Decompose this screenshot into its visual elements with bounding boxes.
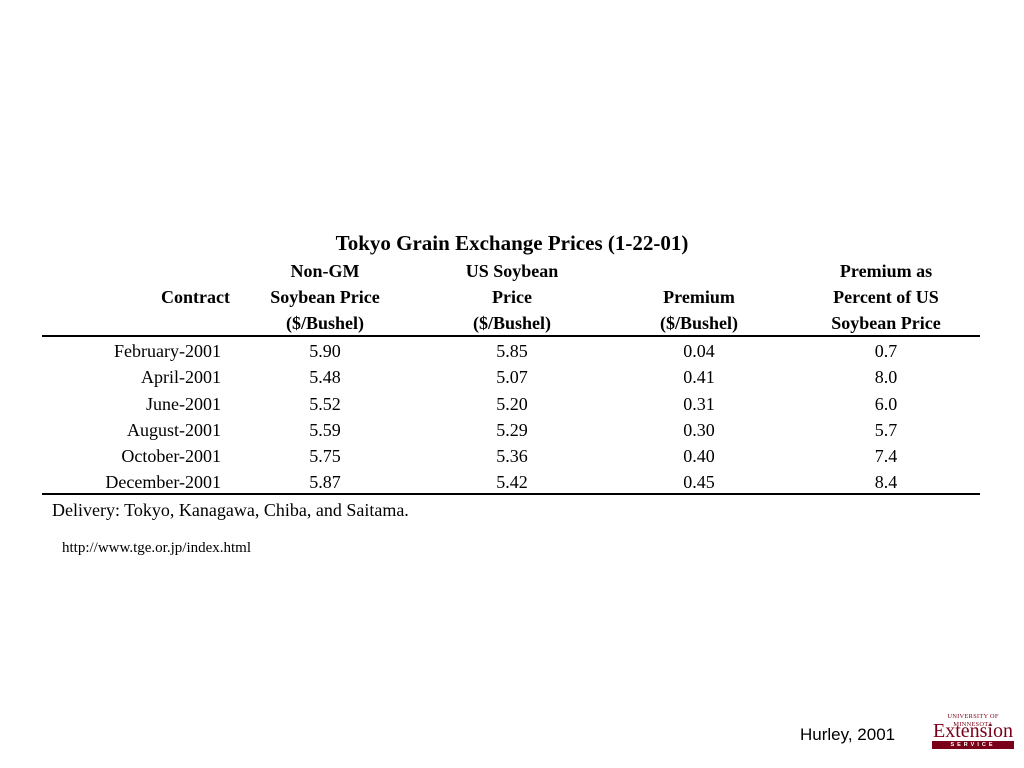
contract-cell: December-2001 — [105, 472, 221, 493]
premium-percent-cell: 8.0 — [874, 367, 898, 388]
header-line: Soybean Price — [270, 287, 380, 307]
non-gm-price-cell: 5.48 — [309, 367, 341, 388]
header-line: ($/Bushel) — [472, 313, 551, 333]
contract-cell: June-2001 — [146, 393, 221, 414]
non-gm-price-cell: 5.52 — [309, 393, 341, 414]
table-body: February-2001 5.90 5.85 0.04 0.7 April-2… — [0, 338, 1024, 496]
table-row: August-2001 5.59 5.29 0.30 5.7 — [0, 417, 1024, 443]
us-price-cell: 5.07 — [496, 367, 528, 388]
table-row: February-2001 5.90 5.85 0.04 0.7 — [0, 338, 1024, 364]
header-line: Non-GM — [290, 261, 360, 281]
header-non-gm-price: Non-GM Soybean Price ($/Bushel) — [245, 258, 405, 336]
us-price-cell: 5.42 — [496, 472, 528, 493]
premium-percent-cell: 8.4 — [874, 472, 898, 493]
contract-cell: February-2001 — [114, 341, 221, 361]
header-line: Price — [492, 287, 532, 307]
logo-service-bar: SERVICE — [932, 741, 1014, 749]
contract-cell: October-2001 — [121, 446, 221, 467]
contract-cell: August-2001 — [127, 419, 221, 440]
header-line: ($/Bushel) — [659, 313, 738, 333]
premium-cell: 0.04 — [683, 341, 715, 361]
header-line: US Soybean — [465, 261, 559, 281]
premium-percent-cell: 6.0 — [874, 393, 898, 414]
table-row: April-2001 5.48 5.07 0.41 8.0 — [0, 364, 1024, 390]
header-line: Contract — [161, 287, 230, 307]
table-bottom-rule — [42, 493, 980, 495]
delivery-note: Delivery: Tokyo, Kanagawa, Chiba, and Sa… — [52, 500, 409, 520]
us-price-cell: 5.20 — [496, 393, 528, 414]
logo-university-text: UNIVERSITY OF MINNESOTA — [947, 713, 999, 728]
header-line: ($/Bushel) — [285, 313, 364, 333]
table-row: October-2001 5.75 5.36 0.40 7.4 — [0, 443, 1024, 469]
header-premium-percent: Premium as Percent of US Soybean Price — [806, 258, 966, 336]
header-rule — [42, 335, 980, 337]
table-title: Tokyo Grain Exchange Prices (1-22-01) — [335, 231, 689, 255]
table-row: December-2001 5.87 5.42 0.45 8.4 — [0, 469, 1024, 495]
header-line: Premium — [663, 287, 735, 307]
contract-cell: April-2001 — [141, 367, 221, 388]
premium-percent-cell: 0.7 — [874, 341, 898, 361]
premium-percent-cell: 7.4 — [874, 446, 898, 467]
header-line: Percent of US — [833, 287, 939, 307]
premium-cell: 0.31 — [683, 393, 715, 414]
author-credit: Hurley, 2001 — [800, 725, 896, 744]
header-line: Premium as — [839, 261, 933, 281]
non-gm-price-cell: 5.87 — [309, 472, 341, 493]
non-gm-price-cell: 5.75 — [309, 446, 341, 467]
premium-cell: 0.45 — [683, 472, 715, 493]
premium-cell: 0.40 — [683, 446, 715, 467]
us-price-cell: 5.29 — [496, 419, 528, 440]
source-url: http://www.tge.or.jp/index.html — [62, 540, 252, 556]
logo-extension-text: Extension — [933, 720, 1013, 742]
header-us-soybean-price: US Soybean Price ($/Bushel) — [432, 258, 592, 336]
header-premium: Premium ($/Bushel) — [619, 284, 779, 336]
premium-cell: 0.30 — [683, 419, 715, 440]
non-gm-price-cell: 5.90 — [309, 341, 341, 361]
header-contract: Contract — [120, 284, 230, 310]
header-line: Soybean Price — [831, 313, 941, 333]
premium-cell: 0.41 — [683, 367, 715, 388]
premium-percent-cell: 5.7 — [874, 419, 898, 440]
non-gm-price-cell: 5.59 — [309, 419, 341, 440]
us-price-cell: 5.36 — [496, 446, 528, 467]
table-row: June-2001 5.52 5.20 0.31 6.0 — [0, 391, 1024, 417]
us-price-cell: 5.85 — [496, 341, 528, 361]
extension-logo: UNIVERSITY OF MINNESOTA Extension SERVIC… — [932, 713, 1014, 751]
